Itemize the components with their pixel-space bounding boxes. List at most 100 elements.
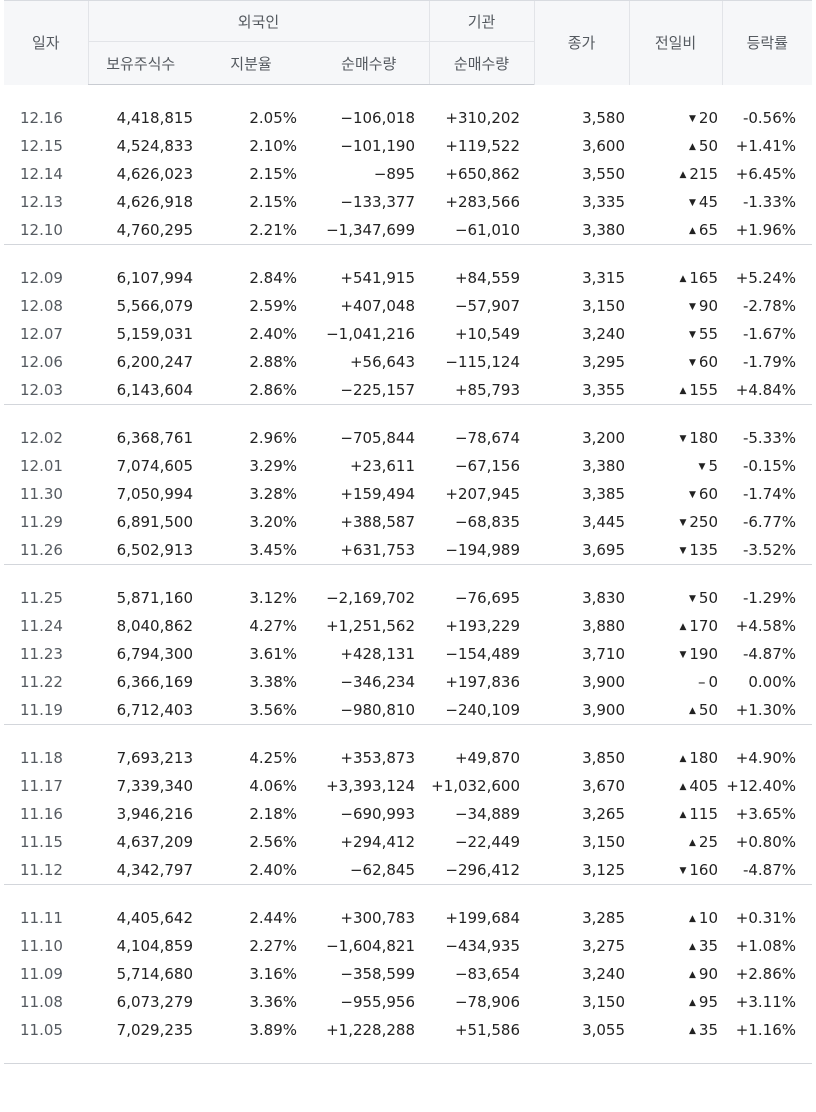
group-separator xyxy=(4,244,813,245)
holdings-cell: 7,693,213 xyxy=(116,749,193,767)
up-arrow-icon: ▲ xyxy=(679,782,687,792)
date-cell: 11.17 xyxy=(20,777,63,795)
diff-value: 215 xyxy=(689,165,719,183)
inst-net-cell: +84,559 xyxy=(454,269,521,287)
down-arrow-icon: ▼ xyxy=(689,330,696,340)
inst-net-cell: +85,793 xyxy=(454,381,521,399)
diff-cell: ▲ 10 xyxy=(629,904,722,932)
diff-cell: ▼ 90 xyxy=(629,292,722,320)
header-foreign-group: 외국인 xyxy=(87,0,430,42)
holdings-cell: 3,946,216 xyxy=(116,805,193,823)
holdings-cell: 7,050,994 xyxy=(116,485,193,503)
inst-net-cell: +49,870 xyxy=(454,749,521,767)
diff-value: 135 xyxy=(689,541,719,559)
diff-value: 250 xyxy=(689,513,719,531)
share-cell: 2.40% xyxy=(249,325,297,343)
rate-cell: +1.96% xyxy=(735,221,797,239)
date-cell: 11.08 xyxy=(20,993,63,1011)
down-arrow-icon: ▼ xyxy=(689,594,696,604)
inst-net-cell: +199,684 xyxy=(445,909,521,927)
share-cell: 2.88% xyxy=(249,353,297,371)
table-row: 12.06 6,200,247 2.88% +56,643 −115,124 3,295 ▼… xyxy=(4,348,812,376)
up-arrow-icon: ▲ xyxy=(679,170,687,180)
holdings-cell: 7,074,605 xyxy=(116,457,193,475)
rate-cell: -3.52% xyxy=(742,541,797,559)
diff-cell: ▼ 5 xyxy=(629,452,722,480)
holdings-cell: 6,502,913 xyxy=(116,541,193,559)
rate-cell: +2.86% xyxy=(735,965,797,983)
share-cell: 2.96% xyxy=(249,429,297,447)
table-row: 12.03 6,143,604 2.86% −225,157 +85,793 3,355 ▲… xyxy=(4,376,812,405)
group-separator xyxy=(4,404,813,405)
holdings-cell: 5,159,031 xyxy=(116,325,193,343)
foreign-net-cell: +1,251,562 xyxy=(326,617,416,635)
diff-cell: –0 xyxy=(629,668,722,696)
date-cell: 12.06 xyxy=(20,353,63,371)
foreign-net-cell: +3,393,124 xyxy=(326,777,416,795)
holdings-cell: 4,405,642 xyxy=(116,909,193,927)
diff-value: 5 xyxy=(708,457,719,475)
foreign-net-cell: −358,599 xyxy=(340,965,416,983)
close-cell: 3,850 xyxy=(582,749,626,767)
inst-net-cell: +193,229 xyxy=(445,617,521,635)
close-cell: 3,315 xyxy=(582,269,626,287)
close-cell: 3,380 xyxy=(582,221,626,239)
table-row: 11.26 6,502,913 3.45% +631,753 −194,989 3,695… xyxy=(4,536,812,565)
diff-value: 50 xyxy=(698,701,719,719)
close-cell: 3,240 xyxy=(582,965,626,983)
date-cell: 11.11 xyxy=(20,909,63,927)
rate-cell: -2.78% xyxy=(742,297,797,315)
inst-net-cell: −154,489 xyxy=(445,645,521,663)
rate-cell: -0.56% xyxy=(742,109,797,127)
close-cell: 3,275 xyxy=(582,937,626,955)
foreign-net-cell: +56,643 xyxy=(349,353,416,371)
table-row: 12.13 4,626,918 2.15% −133,377 +283,566 3,335… xyxy=(4,188,812,216)
header-share: 지분율 xyxy=(193,41,309,85)
diff-value: 10 xyxy=(698,909,719,927)
table-row: 11.24 8,040,862 4.27% +1,251,562 +193,229 3,8… xyxy=(4,612,812,640)
diff-value: 170 xyxy=(689,617,719,635)
diff-cell: ▲ 170 xyxy=(629,612,722,640)
up-arrow-icon: ▲ xyxy=(679,274,687,284)
up-arrow-icon: ▲ xyxy=(689,226,696,236)
table-header: 일자 외국인 기관 종가 전일비 등락률 보유주식수 지분율 순매수량 순매수량 xyxy=(4,0,813,85)
date-cell: 12.14 xyxy=(20,165,63,183)
diff-value: 50 xyxy=(698,137,719,155)
close-cell: 3,445 xyxy=(582,513,626,531)
diff-cell: ▲ 95 xyxy=(629,988,722,1016)
inst-net-cell: +283,566 xyxy=(445,193,521,211)
up-arrow-icon: ▲ xyxy=(689,970,696,980)
table-row: 11.23 6,794,300 3.61% +428,131 −154,489 3,710… xyxy=(4,640,812,668)
date-cell: 11.25 xyxy=(20,589,63,607)
rate-cell: -1.79% xyxy=(742,353,797,371)
diff-cell: ▲ 25 xyxy=(629,828,722,856)
share-cell: 2.56% xyxy=(249,833,297,851)
close-cell: 3,380 xyxy=(582,457,626,475)
table-row: 11.08 6,073,279 3.36% −955,956 −78,906 3,150 ▲… xyxy=(4,988,812,1016)
share-cell: 3.56% xyxy=(249,701,297,719)
up-arrow-icon: ▲ xyxy=(689,838,696,848)
share-cell: 2.27% xyxy=(249,937,297,955)
diff-cell: ▲ 35 xyxy=(629,1016,722,1044)
diff-value: 180 xyxy=(689,749,719,767)
diff-value: 20 xyxy=(698,109,719,127)
rate-cell: -4.87% xyxy=(742,861,797,879)
diff-value: 45 xyxy=(698,193,719,211)
diff-cell: ▲ 180 xyxy=(629,744,722,772)
diff-value: 65 xyxy=(698,221,719,239)
rate-cell: +1.41% xyxy=(735,137,797,155)
foreign-net-cell: +541,915 xyxy=(340,269,416,287)
date-cell: 12.10 xyxy=(20,221,63,239)
share-cell: 2.44% xyxy=(249,909,297,927)
table-row: 12.14 4,626,023 2.15% −895 +650,862 3,550 ▲ 215… xyxy=(4,160,812,188)
close-cell: 3,900 xyxy=(582,673,626,691)
rate-cell: -1.29% xyxy=(742,589,797,607)
holdings-cell: 4,524,833 xyxy=(116,137,193,155)
share-cell: 2.18% xyxy=(249,805,297,823)
diff-cell: ▲ 50 xyxy=(629,696,722,725)
down-arrow-icon: ▼ xyxy=(679,546,687,556)
group-spacer xyxy=(4,245,812,264)
holdings-cell: 4,342,797 xyxy=(116,861,193,879)
table-row: 11.16 3,946,216 2.18% −690,993 −34,889 3,265 ▲… xyxy=(4,800,812,828)
up-arrow-icon: ▲ xyxy=(689,998,696,1008)
